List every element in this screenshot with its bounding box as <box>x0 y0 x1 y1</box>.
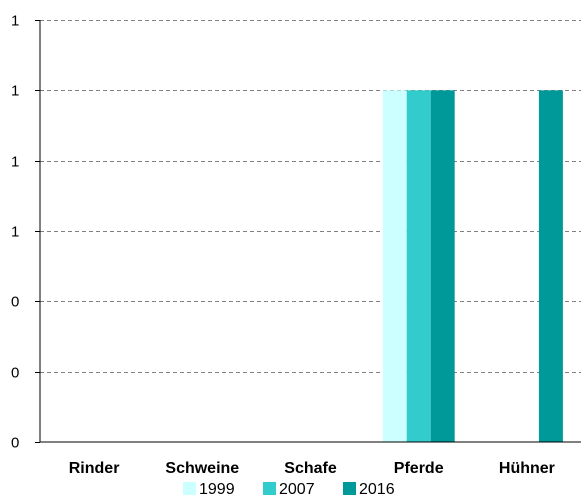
x-category-labels: Rinder Schweine Schafe Pferde Hühner <box>69 460 555 477</box>
bar-2016-pferde <box>430 90 455 442</box>
y-tick-label: 0 <box>11 365 19 382</box>
y-tick-label: 1 <box>11 83 19 100</box>
bar-2016-hühner <box>538 90 563 442</box>
legend-label: 2007 <box>279 481 315 498</box>
axes <box>39 20 581 443</box>
y-tick-label: 0 <box>11 435 19 452</box>
x-category-label: Schweine <box>165 460 239 477</box>
legend-swatch-1999 <box>183 482 196 495</box>
x-category-label: Rinder <box>69 460 120 477</box>
legend-swatch-2016 <box>343 482 356 495</box>
bar-2007-pferde <box>406 90 431 442</box>
y-tick-label: 0 <box>11 294 19 311</box>
y-tick-labels: 0 0 0 1 1 1 1 <box>11 13 19 452</box>
y-tick-label: 1 <box>11 154 19 171</box>
legend-label: 2016 <box>359 481 395 498</box>
x-category-label: Pferde <box>394 460 444 477</box>
legend-label: 1999 <box>199 481 235 498</box>
y-tick-label: 1 <box>11 224 19 241</box>
legend-swatch-2007 <box>263 482 276 495</box>
bar-1999-pferde <box>382 90 407 442</box>
bars <box>382 90 563 442</box>
legend: 1999 2007 2016 <box>183 481 395 498</box>
x-category-label: Hühner <box>499 460 555 477</box>
y-tick-label: 1 <box>11 13 19 30</box>
x-category-label: Schafe <box>284 460 337 477</box>
gridlines <box>35 20 581 443</box>
